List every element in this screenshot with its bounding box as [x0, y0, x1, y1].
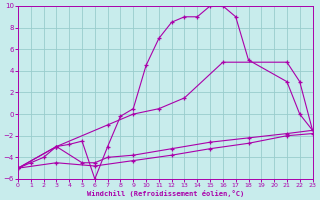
X-axis label: Windchill (Refroidissement éolien,°C): Windchill (Refroidissement éolien,°C) — [87, 190, 244, 197]
